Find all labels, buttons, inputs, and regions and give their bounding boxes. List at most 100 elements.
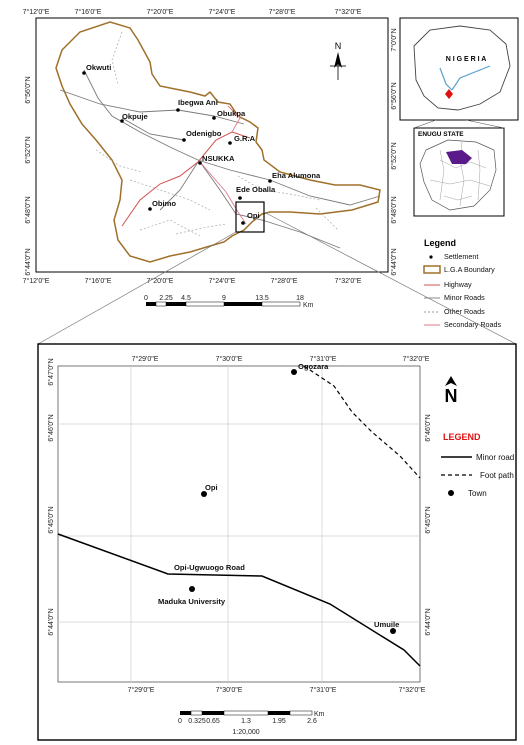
scale-unit: Km [314,711,325,718]
scale-tick: 0.325 [188,718,206,725]
scale-unit: Km [303,302,314,309]
lon-tick-top: 7°16'0"E [75,8,102,16]
river-line [451,65,491,91]
scale-tick: 9 [222,295,226,302]
enugu-inset: ENUGU STATE [413,119,505,217]
settlement-dot [198,161,202,165]
north-arrow-icon: N [330,41,346,80]
lon-tick-bottom: 7°24'0"E [209,277,236,285]
other-roads [95,31,339,237]
scale-tick: 18 [296,295,304,302]
lat-tick-left: 6°44'0"N [47,608,55,635]
town-dot [291,369,297,375]
top-scale-bar: 0 2.25 4.5 9 13.5 18 Km [144,295,314,309]
settlement-dot [241,221,245,225]
scale-tick: 13.5 [255,295,269,302]
lon-tick-top: 7°30'0"E [216,355,243,363]
detail-legend: LEGEND Minor road Foot path Town [441,432,514,498]
lon-tick-top: 7°29'0"E [132,355,159,363]
town-dot [390,628,396,634]
lon-tick-top: 7°24'0"E [209,8,236,16]
svg-text:N: N [445,386,458,406]
lon-tick-top: 7°31'0"E [310,355,337,363]
scale-ratio: 1:20,000 [232,729,259,736]
place-label: Obimo [152,199,176,208]
legend-item-label: Settlement [444,252,478,261]
legend-item-label: Town [468,489,487,498]
foot-path [303,365,421,479]
town-label: Umuile [374,620,399,629]
north-arrow-icon: N [445,376,458,406]
detail-map-frame [57,365,421,683]
settlement-dot [176,108,180,112]
scale-tick: 0 [144,295,148,302]
lat-tick-left: 6°56'0"N [24,76,32,103]
scale-tick: 2.25 [159,295,173,302]
nigeria-label: N I G E R I A [446,56,487,63]
lon-tick-bottom: 7°16'0"E [85,277,112,285]
top-legend: Legend Settlement L.G.A Boundary Highway… [423,238,502,329]
lat-tick-left: 6°48'0"N [24,196,32,223]
minor-road [57,533,421,667]
place-label: Odenigbo [186,129,222,138]
scale-tick: 0.65 [206,718,220,725]
detail-scale-bar: 0 0.325 0.65 1.3 1.95 2.6 Km 1:20,000 [178,710,325,736]
settlement-dot [268,179,272,183]
svg-text:N: N [335,41,342,51]
enugu-label: ENUGU STATE [418,131,464,138]
lon-tick-bottom: 7°20'0"E [147,277,174,285]
lon-tick-top: 7°32'0"E [403,355,430,363]
lat-tick-left: 6°52'0"N [24,136,32,163]
town-label: Maduka University [158,597,226,606]
lon-tick-bottom: 7°31'0"E [310,686,337,694]
town-dot [189,586,195,592]
nigeria-outline [413,25,511,111]
town-label: Ogozara [298,362,329,371]
legend-item-label: Other Roads [444,307,485,316]
town-dot [201,491,207,497]
location-marker [445,89,453,99]
legend-item-label: Minor Roads [444,293,485,302]
lga-boundary [55,21,381,263]
settlements: Okwuti Okpuje Ibegwa Ani Obukpa Odenigbo… [82,63,321,225]
study-area-box [235,201,265,233]
scale-tick: 1.95 [272,718,286,725]
scale-tick: 1.3 [241,718,251,725]
nsukka-highlight [446,150,472,164]
detail-map-panel: 7°29'0"E 7°30'0"E 7°31'0"E 7°32'0"E 7°29… [37,343,517,741]
place-label: NSUKKA [202,154,235,163]
settlement-dot [238,196,242,200]
place-label: Ede Oballa [236,185,276,194]
lat-tick-right: 6°52'0"N [390,142,398,169]
nigeria-inset: N I G E R I A 7°0'0"N 6°56'0"N 6°52'0"N … [390,17,519,276]
lat-tick-left: 6°47'0"N [47,358,55,385]
lon-tick-bottom: 7°32'0"E [335,277,362,285]
zoom-connector [263,211,517,345]
lon-tick-bottom: 7°12'0"E [23,277,50,285]
scale-tick: 4.5 [181,295,191,302]
settlement-dot [182,138,186,142]
lon-tick-top: 7°12'0"E [23,8,50,16]
zoom-connector [37,231,237,345]
town-label: Opi [205,483,218,492]
place-label: Ibegwa Ani [178,98,218,107]
main-map-panel: 7°12'0"E 7°16'0"E 7°20'0"E 7°24'0"E 7°28… [23,8,389,285]
lon-tick-top: 7°28'0"E [269,8,296,16]
lon-tick-top: 7°32'0"E [335,8,362,16]
enugu-outline [419,139,497,211]
place-label: Eha Alumona [272,171,321,180]
settlement-dot [228,141,232,145]
lat-tick-right: 7°0'0"N [390,28,398,51]
legend-title: LEGEND [443,432,481,442]
legend-item-label: Secondary Roads [444,320,502,329]
river-line [439,67,453,91]
scale-tick: 2.6 [307,718,317,725]
highway-roads [121,105,251,227]
lat-tick-right: 6°48'0"N [390,196,398,223]
lat-tick-left: 6°44'0"N [24,248,32,275]
lat-tick-right: 6°56'0"N [390,82,398,109]
legend-item-label: Minor road [476,453,514,462]
place-label: Okpuje [122,112,148,121]
settlement-dot [120,119,124,123]
place-label: Opi [247,211,260,220]
